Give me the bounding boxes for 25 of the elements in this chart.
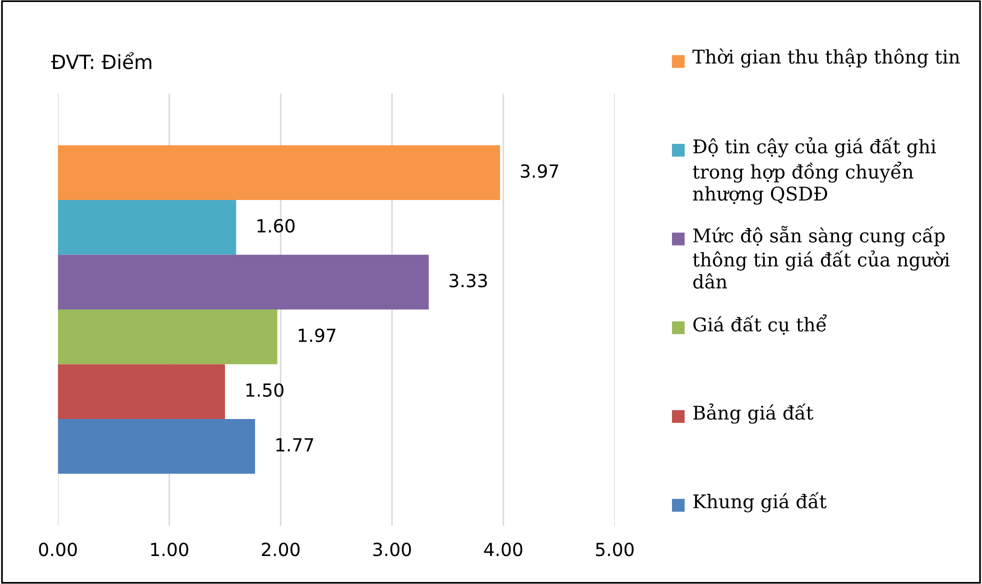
legend-label: Mức độ sẵn sàng cung cấp thông tin giá đất của người dân	[692, 226, 950, 289]
legend-label: Độ tin cậy của giá đất ghi trong hợp đồng chuyển nhượng QSDĐ	[692, 137, 936, 205]
x-tick-label: 2.00	[262, 542, 300, 556]
x-tick-label: 3.00	[373, 542, 411, 556]
bar	[58, 310, 278, 364]
data-label: 1.50	[246, 383, 284, 397]
data-label: 3.33	[450, 274, 487, 288]
data-label: 1.77	[276, 438, 314, 452]
data-label: 1.60	[258, 218, 295, 233]
bar	[58, 364, 225, 419]
legend-label: Thời gian thu thập thông tin	[692, 48, 960, 68]
text: ĐVT: Điểm	[51, 52, 152, 70]
bar	[58, 254, 429, 310]
x-tick-label: 0.00	[39, 542, 77, 556]
data-label: 3.97	[520, 164, 558, 178]
legend-label: Khung giá đất	[693, 492, 827, 512]
bar	[58, 200, 236, 255]
x-tick-label: 5.00	[596, 542, 634, 556]
x-tick-label: 4.00	[484, 542, 522, 556]
bar	[58, 419, 256, 474]
x-tick-label: 1.00	[151, 542, 188, 556]
bar	[58, 145, 500, 200]
data-label: 1.97	[298, 328, 336, 342]
legend-label: Bảng giá đất	[693, 404, 814, 424]
legend-label: Giá đất cụ thể	[693, 314, 827, 335]
